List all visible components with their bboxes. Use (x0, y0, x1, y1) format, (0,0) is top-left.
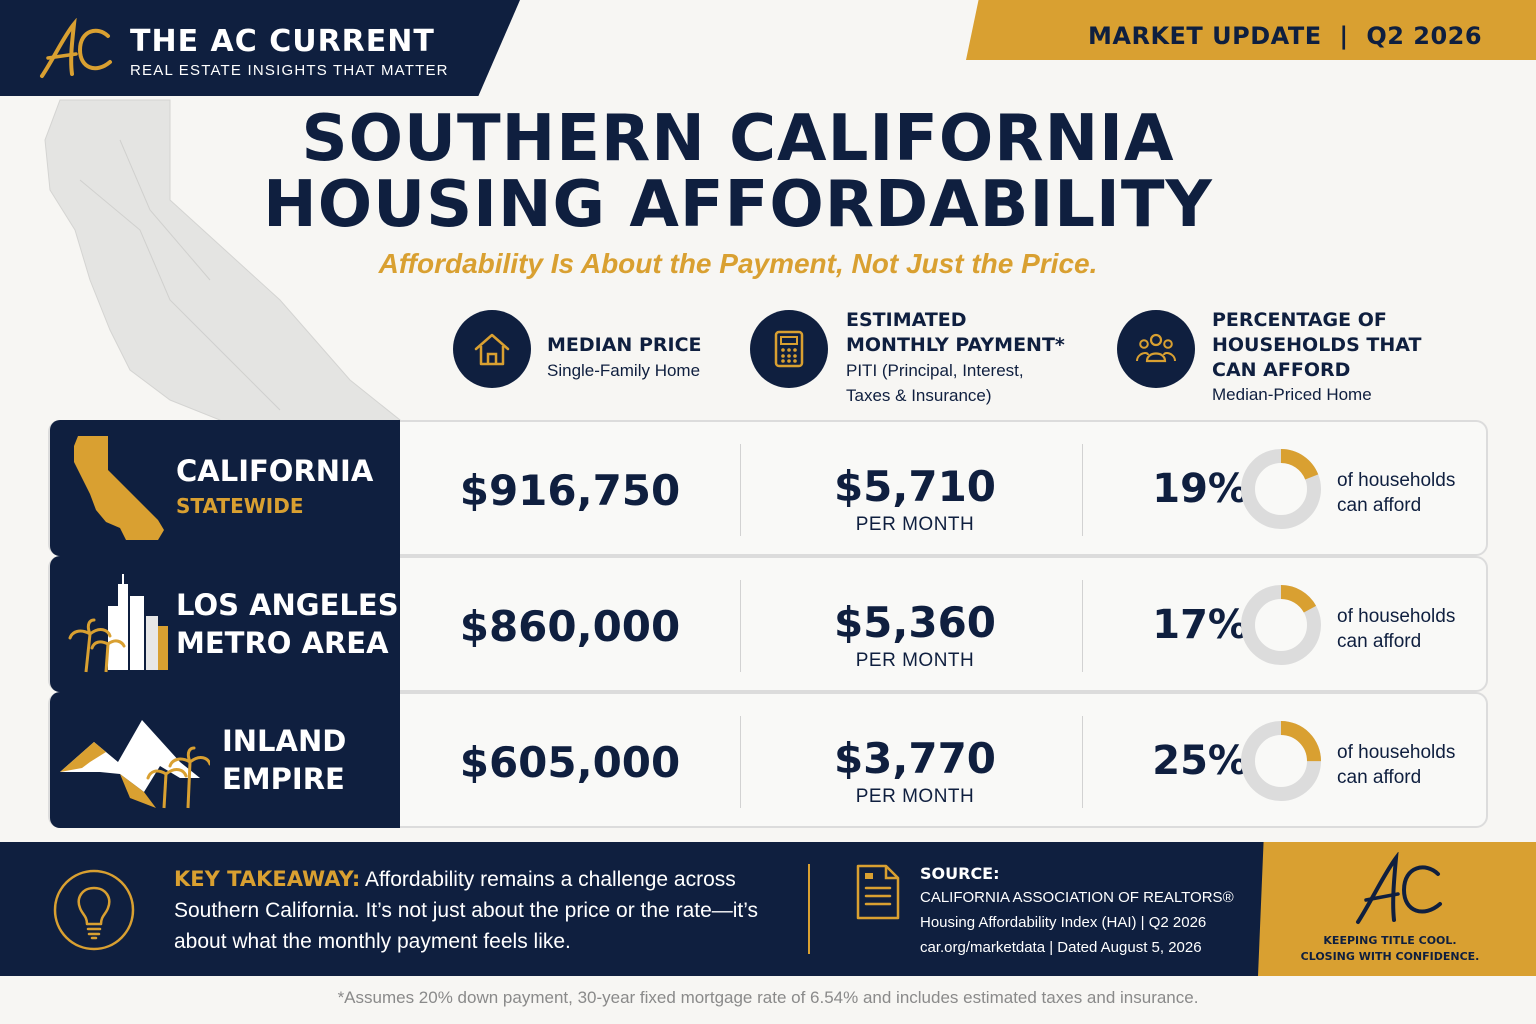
median-price-value: $605,000 (459, 738, 681, 787)
column-divider (1082, 444, 1083, 536)
brand-tagline: REAL ESTATE INSIGHTS THAT MATTER (130, 62, 449, 79)
column-divider (1082, 716, 1083, 808)
column-divider (1082, 580, 1083, 672)
source-line: CALIFORNIA ASSOCIATION OF REALTORS® (920, 889, 1234, 906)
col-heading-median-price: MEDIAN PRICE (547, 334, 702, 356)
calculator-icon (750, 310, 828, 388)
lightbulb-icon (53, 869, 135, 951)
afford-donut (1241, 449, 1321, 529)
afford-donut-arc (1241, 721, 1321, 801)
monthly-payment-value: $5,360 (833, 598, 997, 647)
key-takeaway: KEY TAKEAWAY: Affordability remains a ch… (174, 864, 784, 957)
region-label-panel: LOS ANGELES METRO AREA (50, 556, 400, 692)
afford-donut (1241, 585, 1321, 665)
footer-tagline-1: KEEPING TITLE COOL. (1323, 934, 1457, 947)
page-title-line1: SOUTHERN CALIFORNIA (301, 102, 1175, 176)
region-row-inland-empire: INLAND EMPIRE $605,000 $3,770 PER MONTH … (48, 692, 1488, 828)
region-row-california: CALIFORNIA STATEWIDE $916,750 $5,710 PER… (48, 420, 1488, 556)
page-subtitle: Affordability Is About the Payment, Not … (378, 248, 1098, 279)
per-month-label: PER MONTH (855, 514, 975, 535)
afford-percentage: 17% (1152, 602, 1248, 648)
col-heading-households: PERCENTAGE OF HOUSEHOLDS THAT CAN AFFORD (1212, 309, 1422, 381)
column-divider (740, 580, 741, 672)
brand-bar (0, 0, 520, 96)
source-line: car.org/marketdata | Dated August 5, 202… (920, 939, 1202, 956)
col-heading-monthly-payment: ESTIMATED MONTHLY PAYMENT* (846, 309, 1065, 356)
key-takeaway-label: KEY TAKEAWAY: (174, 867, 361, 891)
afford-donut (1241, 721, 1321, 801)
region-label-panel: INLAND EMPIRE (50, 692, 400, 828)
source-label: SOURCE: (920, 864, 1000, 883)
afford-donut-arc (1241, 585, 1321, 665)
monthly-payment-value: $5,710 (833, 462, 997, 511)
per-month-label: PER MONTH (855, 650, 975, 671)
col-sub-households: Median-Priced Home (1212, 385, 1372, 404)
afford-caption: of households can afford (1337, 606, 1456, 652)
house-icon (453, 310, 531, 388)
region-subname: STATEWIDE (176, 494, 304, 518)
region-row-los-angeles: LOS ANGELES METRO AREA $860,000 $5,360 P… (48, 556, 1488, 692)
source-line: Housing Affordability Index (HAI) | Q2 2… (920, 914, 1207, 931)
ac-monogram-icon (40, 18, 112, 78)
col-sub-monthly-payment: PITI (Principal, Interest, Taxes & Insur… (846, 361, 1024, 405)
column-divider (740, 716, 741, 808)
afford-percentage: 19% (1152, 466, 1248, 512)
key-takeaway-text: Affordability remains a challenge across… (174, 868, 759, 953)
col-sub-median-price: Single-Family Home (547, 361, 701, 380)
market-update-label: MARKET UPDATE | Q2 2026 (1088, 22, 1483, 50)
footnote: *Assumes 20% down payment, 30-year fixed… (337, 988, 1199, 1007)
document-icon (856, 864, 900, 920)
people-icon (1117, 310, 1195, 388)
region-name: LOS ANGELES METRO AREA (176, 588, 399, 660)
footer-tagline-2: CLOSING WITH CONFIDENCE. (1300, 950, 1480, 963)
footer-divider (808, 864, 810, 954)
california-state-icon (74, 436, 164, 540)
monthly-payment-value: $3,770 (833, 734, 997, 783)
median-price-value: $860,000 (459, 602, 681, 651)
column-divider (740, 444, 741, 536)
region-name: INLAND EMPIRE (222, 724, 347, 796)
ac-monogram-icon (1356, 852, 1442, 924)
afford-caption: of households can afford (1337, 742, 1456, 788)
median-price-value: $916,750 (459, 466, 681, 515)
mountains-palms-icon (60, 720, 210, 809)
city-skyline-icon (68, 574, 168, 673)
afford-caption: of households can afford (1337, 470, 1456, 516)
region-name: CALIFORNIA (176, 454, 374, 488)
per-month-label: PER MONTH (855, 786, 975, 807)
page-title-line2: HOUSING AFFORDABILITY (263, 168, 1213, 242)
region-label-panel: CALIFORNIA STATEWIDE (50, 420, 400, 556)
afford-percentage: 25% (1152, 738, 1248, 784)
afford-donut-arc (1241, 449, 1321, 529)
market-update-bar (966, 0, 1536, 60)
brand-title: THE AC CURRENT (130, 24, 435, 59)
